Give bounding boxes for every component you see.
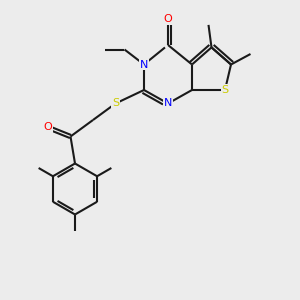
Text: S: S [221,85,229,95]
Text: N: N [164,98,172,109]
Text: O: O [44,122,52,133]
Text: S: S [112,98,119,109]
Text: N: N [140,59,148,70]
Text: O: O [164,14,172,25]
